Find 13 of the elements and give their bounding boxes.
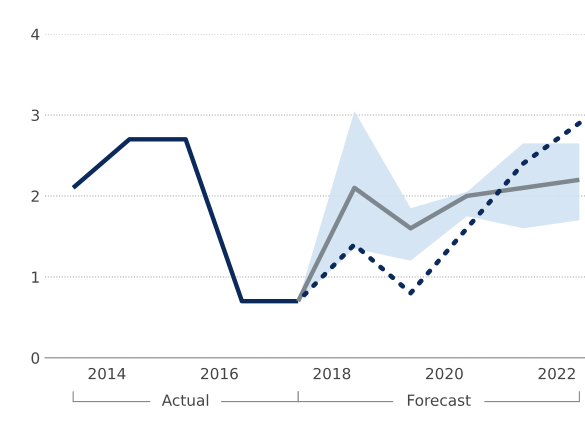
x-tick-label: 2022 xyxy=(538,368,575,380)
text: Actual xyxy=(162,394,208,406)
y-tick-label: 3 xyxy=(32,109,39,122)
line-series xyxy=(296,178,582,304)
x-tick-label: 2020 xyxy=(426,368,463,380)
text: Forecast xyxy=(408,394,471,406)
y-tick-label: 4 xyxy=(31,28,40,40)
x-tick-label: 2018 xyxy=(314,368,350,380)
x-tick-label: 2014 xyxy=(88,368,126,380)
y-tick-label: 2 xyxy=(32,190,39,202)
x-tick-label: 2016 xyxy=(201,368,238,380)
y-tick-label: 1 xyxy=(32,272,39,283)
y-tick-label: 0 xyxy=(31,352,40,364)
